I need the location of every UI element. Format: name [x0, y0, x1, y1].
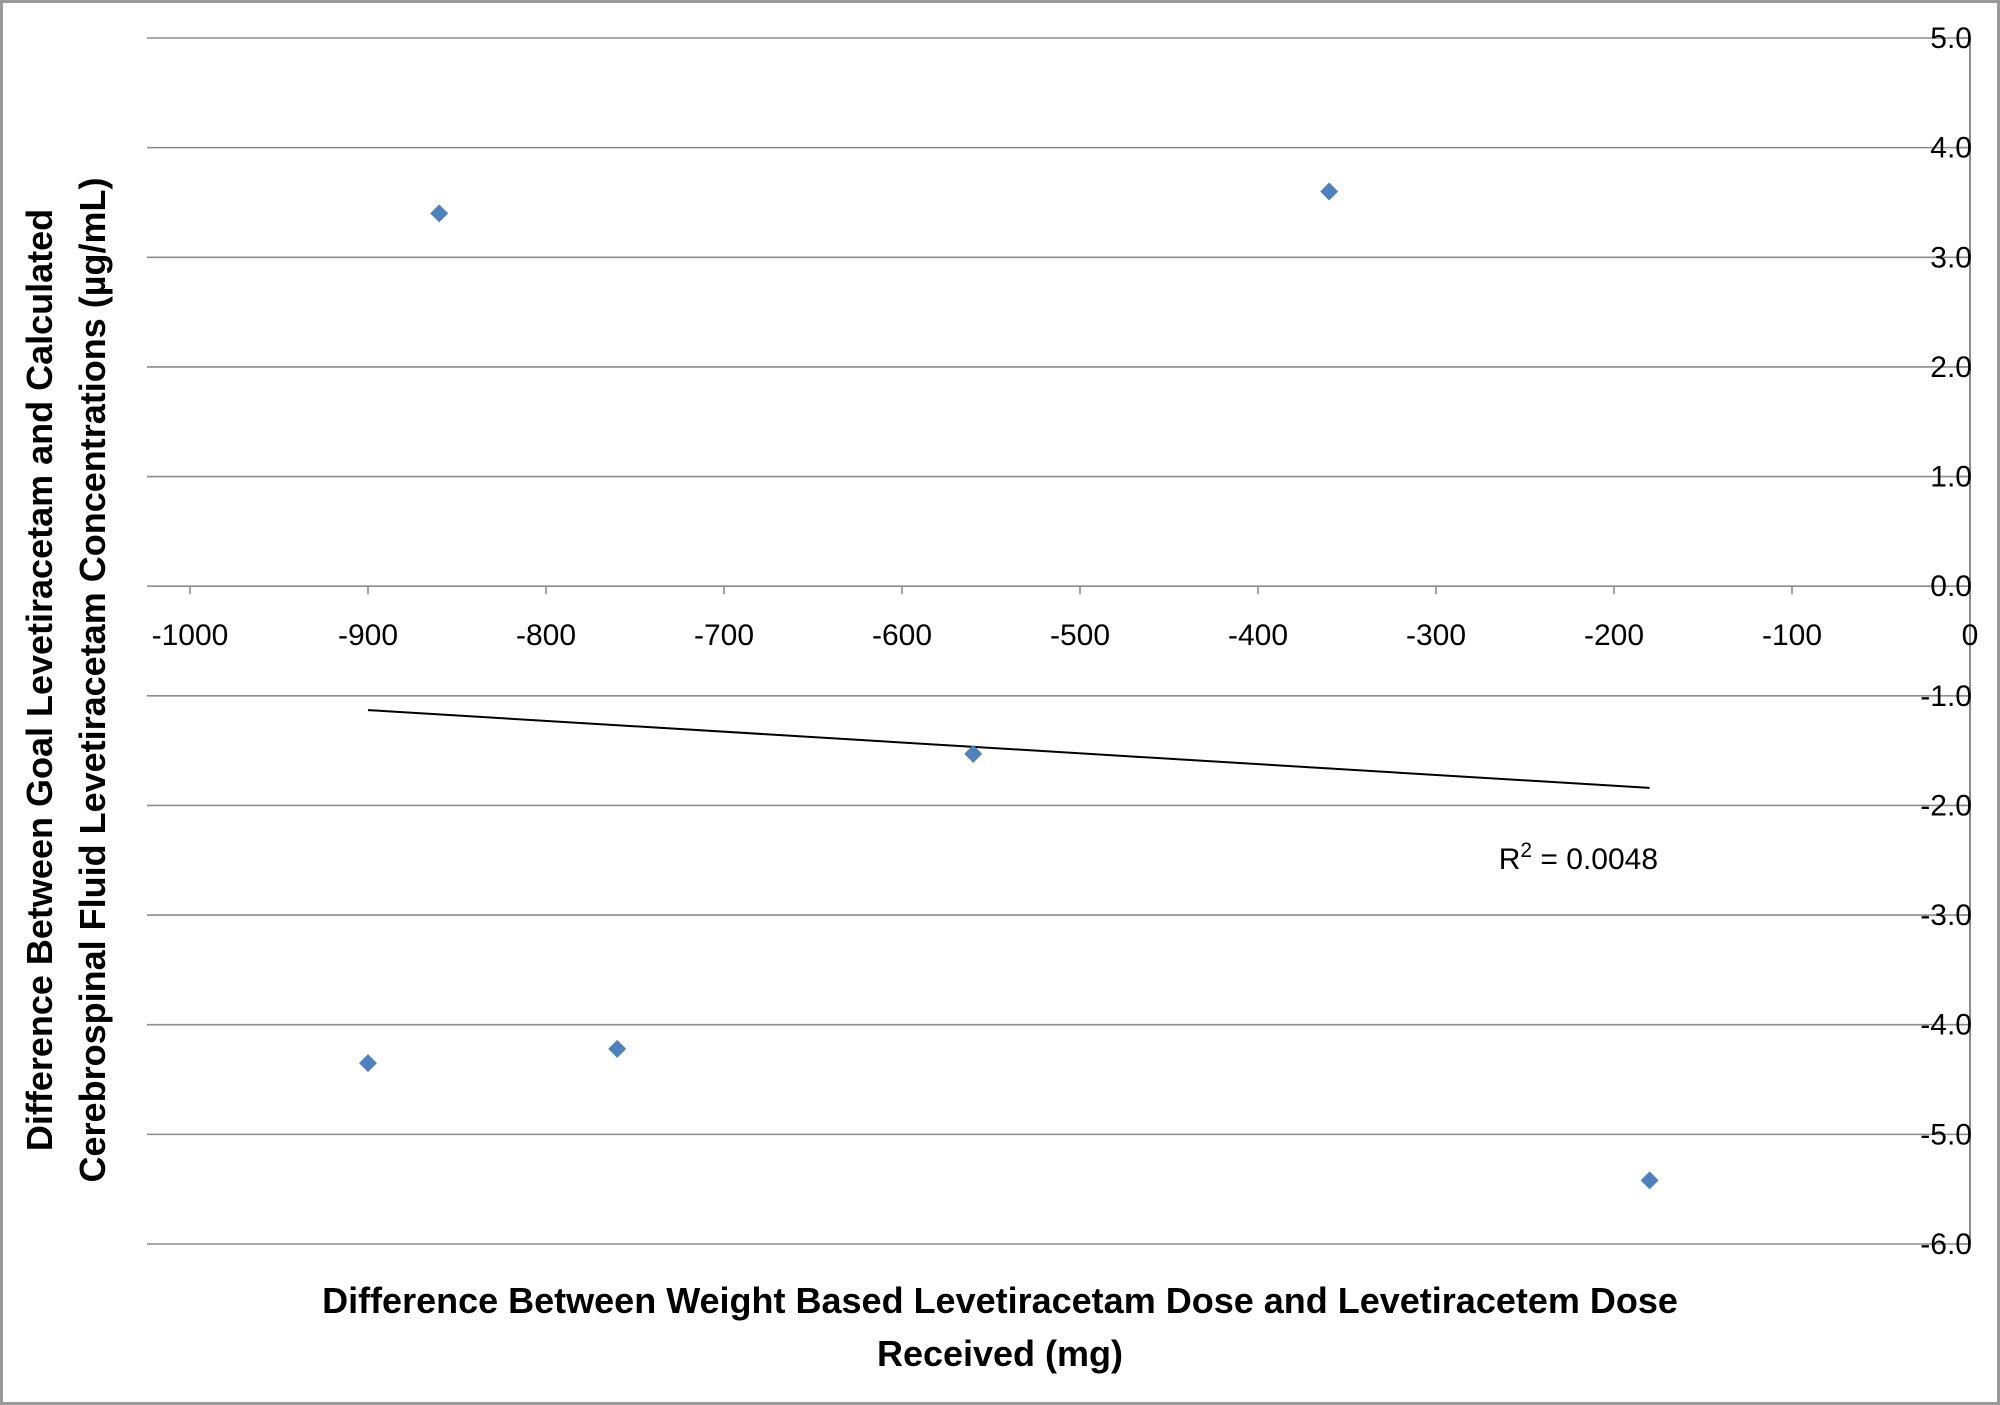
x-axis-title: Difference Between Weight Based Levetira… [322, 1280, 1678, 1321]
data-point [608, 1039, 627, 1058]
r-squared-value: = 0.0048 [1532, 843, 1658, 876]
y-tick-label: -4.0 [1920, 1009, 1972, 1042]
x-tick-label: -800 [516, 619, 576, 652]
y-tick-label: -5.0 [1920, 1118, 1972, 1151]
data-point [1640, 1171, 1659, 1190]
y-tick-label: -3.0 [1920, 899, 1972, 932]
x-tick-label: -700 [694, 619, 754, 652]
r-squared-label: R2 = 0.0048 [1499, 839, 1658, 876]
data-point [1320, 182, 1339, 201]
x-tick-label: -500 [1050, 619, 1110, 652]
y-tick-label: 0.0 [1930, 570, 1972, 603]
axes [189, 37, 1971, 1245]
x-tick-label: -600 [872, 619, 932, 652]
y-axis-title: Difference Between Goal Levetiracetam an… [19, 209, 60, 1151]
data-point [964, 744, 983, 763]
y-tick-label: -1.0 [1920, 680, 1972, 713]
x-tick-label: 0 [1962, 619, 1979, 652]
y-tick-label: 4.0 [1930, 132, 1972, 165]
data-point [430, 204, 449, 223]
x-tick-label: -100 [1762, 619, 1822, 652]
data-points [359, 182, 1659, 1190]
y-tick-label: 2.0 [1930, 351, 1972, 384]
gridlines [147, 37, 1970, 1245]
r-squared-superscript: 2 [1520, 839, 1532, 862]
x-axis-title: Received (mg) [877, 1333, 1123, 1374]
y-tick-label: -6.0 [1920, 1228, 1972, 1261]
y-tick-label: -2.0 [1920, 789, 1972, 822]
x-tick-label: -400 [1228, 619, 1288, 652]
trendline-layer [367, 709, 1650, 789]
data-point [359, 1054, 377, 1073]
x-tick-label: -300 [1406, 619, 1466, 652]
labels: 5.0 4.0 3.0 2.0 1.0 0.0 -1.0 -2.0 -3.0 -4.0 -5.0 -6… [19, 22, 1978, 1374]
r-squared-letter: R [1499, 843, 1521, 876]
y-tick-label: 1.0 [1930, 461, 1972, 494]
x-tick-label: -1000 [152, 619, 229, 652]
y-axis-title: Cerebrospinal Fluid Levetiracetam Concen… [72, 178, 113, 1183]
x-tick-label: -200 [1584, 619, 1644, 652]
trendline [367, 709, 1650, 789]
y-tick-label: 3.0 [1930, 241, 1972, 274]
y-tick-label: 5.0 [1930, 22, 1972, 55]
x-tick-label: -900 [338, 619, 398, 652]
